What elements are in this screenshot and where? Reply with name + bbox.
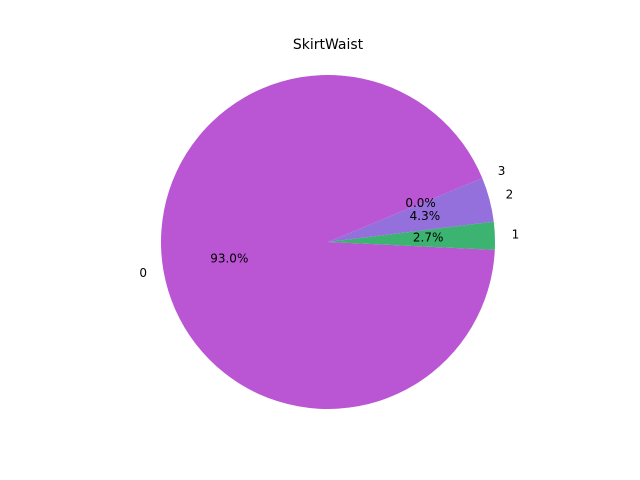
pie-slice-1 bbox=[328, 221, 495, 250]
slice-category-label: 1 bbox=[512, 228, 520, 242]
slice-category-label: 0 bbox=[139, 266, 147, 280]
pie-slice-0 bbox=[160, 75, 495, 410]
slice-category-label: 2 bbox=[506, 188, 514, 202]
pie-slices bbox=[160, 75, 495, 410]
slice-percent-label: 93.0% bbox=[210, 252, 248, 266]
slice-percent-label: 2.7% bbox=[413, 231, 444, 245]
pie-labels: 0 93.0% 1 2.7% 2 4.3% 3 0.0% bbox=[139, 164, 519, 280]
pie-slice-2 bbox=[328, 178, 494, 242]
chart-title: SkirtWaist bbox=[293, 37, 364, 53]
slice-percent-label: 0.0% bbox=[405, 196, 436, 210]
slice-category-label: 3 bbox=[498, 164, 506, 178]
slice-percent-label: 4.3% bbox=[410, 209, 441, 223]
